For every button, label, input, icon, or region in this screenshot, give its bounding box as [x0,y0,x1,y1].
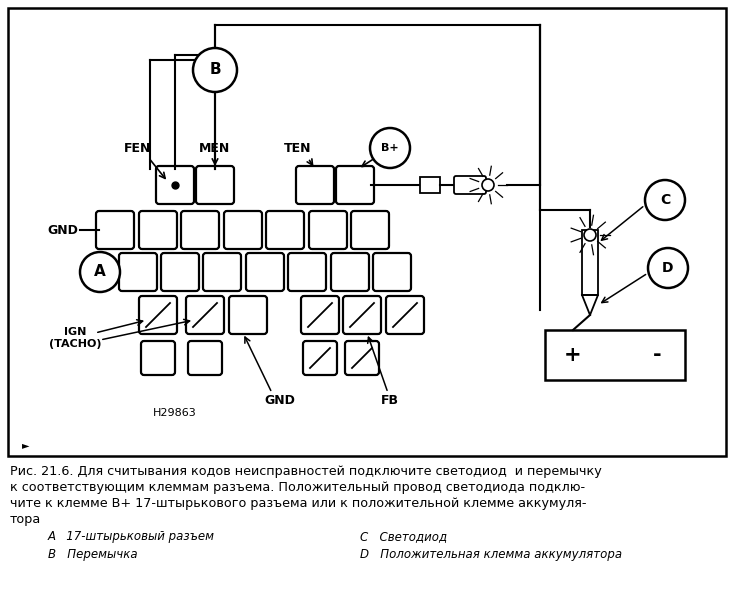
Circle shape [645,180,685,220]
FancyBboxPatch shape [156,166,194,204]
FancyBboxPatch shape [196,166,234,204]
Text: -: - [653,345,662,365]
Text: чите к клемме В+ 17-штырькового разъема или к положительной клемме аккумуля-: чите к клемме В+ 17-штырькового разъема … [10,497,587,510]
Text: D   Положительная клемма аккумулятора: D Положительная клемма аккумулятора [360,548,622,561]
FancyBboxPatch shape [345,341,379,375]
Circle shape [193,48,237,92]
Text: GND: GND [265,393,295,406]
FancyBboxPatch shape [301,296,339,334]
FancyBboxPatch shape [188,341,222,375]
FancyBboxPatch shape [309,211,347,249]
Bar [8,8,726,456]
Text: Рис. 21.6. Для считывания кодов неисправностей подключите светодиод  и перемычку: Рис. 21.6. Для считывания кодов неисправ… [10,465,602,478]
FancyBboxPatch shape [296,166,334,204]
FancyBboxPatch shape [303,341,337,375]
FancyBboxPatch shape [288,253,326,291]
Text: MEN: MEN [199,141,231,155]
Text: к соответствующим клеммам разъема. Положительный провод светодиода подклю-: к соответствующим клеммам разъема. Полож… [10,481,585,494]
Text: FB: FB [381,393,399,406]
Text: A: A [94,264,106,280]
Circle shape [482,179,494,191]
Bar [420,177,440,193]
Text: B   Перемычка: B Перемычка [48,548,137,561]
FancyBboxPatch shape [139,296,177,334]
FancyBboxPatch shape [141,341,175,375]
Text: TEN: TEN [284,141,312,155]
Bar [545,330,685,380]
FancyBboxPatch shape [266,211,304,249]
Text: B: B [209,63,220,77]
FancyBboxPatch shape [181,211,219,249]
Text: FEN: FEN [124,141,151,155]
Text: H29863: H29863 [153,408,197,418]
FancyBboxPatch shape [186,296,224,334]
Circle shape [648,248,688,288]
Text: IGN
(TACHO): IGN (TACHO) [49,327,101,349]
FancyBboxPatch shape [336,166,374,204]
Circle shape [370,128,410,168]
FancyBboxPatch shape [386,296,424,334]
FancyBboxPatch shape [229,296,267,334]
Circle shape [80,252,120,292]
Text: GND: GND [48,224,79,236]
Text: C: C [660,193,670,207]
Text: D: D [662,261,674,275]
Text: тора: тора [10,513,41,526]
FancyBboxPatch shape [331,253,369,291]
FancyBboxPatch shape [224,211,262,249]
FancyBboxPatch shape [454,176,486,194]
FancyBboxPatch shape [203,253,241,291]
FancyBboxPatch shape [96,211,134,249]
FancyBboxPatch shape [246,253,284,291]
Text: B+: B+ [381,143,399,153]
Text: C   Светодиод: C Светодиод [360,530,447,543]
FancyBboxPatch shape [161,253,199,291]
FancyBboxPatch shape [373,253,411,291]
FancyBboxPatch shape [351,211,389,249]
FancyBboxPatch shape [343,296,381,334]
FancyBboxPatch shape [119,253,157,291]
Text: +: + [564,345,582,365]
Text: A   17-штырьковый разъем: A 17-штырьковый разъем [48,530,215,543]
Circle shape [584,229,596,241]
FancyBboxPatch shape [139,211,177,249]
Bar [582,230,598,295]
Text: ►: ► [22,440,29,450]
